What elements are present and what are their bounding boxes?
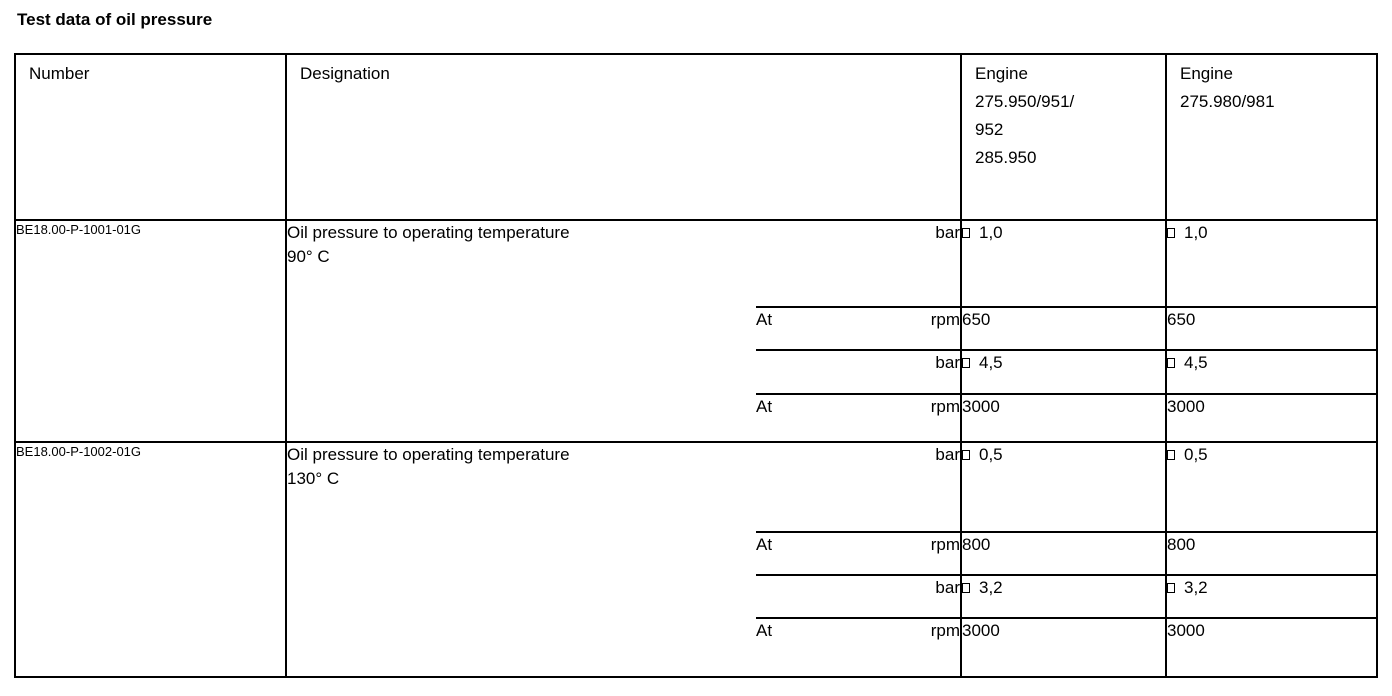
square-glyph-icon <box>1167 358 1175 368</box>
engine1-value-cell: 3,2 <box>961 574 1167 618</box>
designation-text: Oil pressure to operating temperature 13… <box>286 441 756 677</box>
table-subrow: At rpm 650 650 <box>15 306 1377 350</box>
engine1-value-cell: 800 <box>961 531 1167 575</box>
square-glyph-icon <box>1167 583 1175 593</box>
unit-cell: bar <box>756 349 962 394</box>
engine2-value-cell: 650 <box>1166 306 1377 350</box>
engine2-value-cell: 3000 <box>1166 393 1377 442</box>
square-glyph-icon <box>962 228 970 238</box>
engine2-value: 3,2 <box>1184 578 1208 597</box>
document-number: BE18.00-P-1002-01G <box>15 441 287 677</box>
unit-cell: At rpm <box>756 393 962 442</box>
designation-text: Oil pressure to operating temperature 90… <box>286 219 756 442</box>
square-glyph-icon <box>962 450 970 460</box>
unit-label: bar <box>935 223 960 242</box>
at-label: At <box>756 535 773 554</box>
square-glyph-icon <box>962 358 970 368</box>
unit-label: bar <box>935 353 960 372</box>
unit-cell: bar <box>756 574 962 618</box>
engine1-value: 800 <box>962 535 991 554</box>
square-glyph-icon <box>1167 450 1175 460</box>
unit-cell: bar <box>756 219 962 307</box>
square-glyph-icon <box>962 583 970 593</box>
engine2-value: 4,5 <box>1184 353 1208 372</box>
engine2-value: 1,0 <box>1184 223 1208 242</box>
engine1-value-cell: 650 <box>961 306 1167 350</box>
engine1-value-cell: 3000 <box>961 617 1167 677</box>
unit-label: bar <box>935 445 960 464</box>
engine1-value: 4,5 <box>979 353 1003 372</box>
engine1-value: 0,5 <box>979 445 1003 464</box>
unit-cell: At rpm <box>756 531 962 575</box>
document-number: BE18.00-P-1001-01G <box>15 219 287 442</box>
square-glyph-icon <box>1167 228 1175 238</box>
at-label: At <box>756 397 773 416</box>
table-subrow: At rpm 3000 3000 <box>15 393 1377 442</box>
engine1-value-cell: 3000 <box>961 393 1167 442</box>
engine1-value: 3000 <box>962 621 1000 640</box>
engine2-value: 800 <box>1167 535 1196 554</box>
header-engine-2: Engine 275.980/981 <box>1166 54 1377 221</box>
unit-label: rpm <box>930 310 960 329</box>
unit-label: rpm <box>930 397 960 416</box>
engine1-value: 3000 <box>962 397 1000 416</box>
table-row: BE18.00-P-1001-01G Oil pressure to opera… <box>15 219 1377 442</box>
engine1-value: 1,0 <box>979 223 1003 242</box>
engine2-value-cell: 1,0 <box>1166 219 1377 307</box>
page-title: Test data of oil pressure <box>17 10 213 29</box>
at-label: At <box>756 310 773 329</box>
unit-cell: At rpm <box>756 617 962 677</box>
manual-page: Test data of oil pressure Number Designa… <box>14 10 1378 678</box>
header-number: Number <box>15 54 287 221</box>
unit-cell: bar <box>756 441 962 532</box>
header-engine-1: Engine 275.950/951/ 952 285.950 <box>961 54 1167 221</box>
header-designation: Designation <box>286 54 962 221</box>
engine1-value: 650 <box>962 310 991 329</box>
unit-label: rpm <box>930 535 960 554</box>
engine1-value: 3,2 <box>979 578 1003 597</box>
engine2-value-cell: 800 <box>1166 531 1377 575</box>
table-subrow: At rpm 3000 3000 <box>15 617 1377 677</box>
engine2-value-cell: 3000 <box>1166 617 1377 677</box>
engine2-value: 0,5 <box>1184 445 1208 464</box>
at-label: At <box>756 621 773 640</box>
engine2-value: 3000 <box>1167 397 1205 416</box>
engine1-value-cell: 4,5 <box>961 349 1167 394</box>
unit-cell: At rpm <box>756 306 962 350</box>
header-row: Number Designation Engine 275.950/951/ 9… <box>15 54 1377 221</box>
unit-label: bar <box>935 578 960 597</box>
engine2-value: 3000 <box>1167 621 1205 640</box>
table-subrow: bar 4,5 4,5 <box>15 349 1377 394</box>
engine2-value-cell: 0,5 <box>1166 441 1377 532</box>
engine1-value-cell: 1,0 <box>961 219 1167 307</box>
table-row: BE18.00-P-1002-01G Oil pressure to opera… <box>15 441 1377 677</box>
oil-pressure-table: Number Designation Engine 275.950/951/ 9… <box>14 53 1378 678</box>
table-subrow: bar 3,2 3,2 <box>15 574 1377 618</box>
engine2-value-cell: 4,5 <box>1166 349 1377 394</box>
engine1-value-cell: 0,5 <box>961 441 1167 532</box>
unit-label: rpm <box>930 621 960 640</box>
engine2-value: 650 <box>1167 310 1196 329</box>
engine2-value-cell: 3,2 <box>1166 574 1377 618</box>
table-subrow: At rpm 800 800 <box>15 531 1377 575</box>
